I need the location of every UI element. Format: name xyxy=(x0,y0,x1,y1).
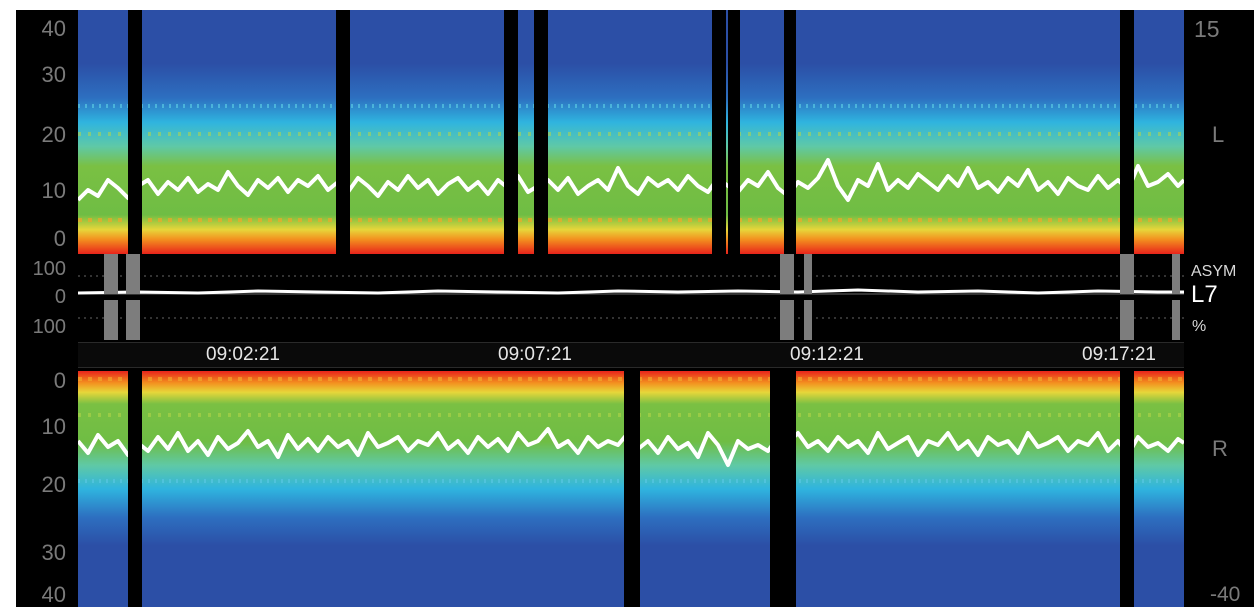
bottom-y-tick-20: 20 xyxy=(41,472,66,497)
top-channel-label: L xyxy=(1212,122,1225,147)
time-axis: 09:02:21 09:07:21 09:12:21 09:17:21 xyxy=(78,342,1184,368)
bottom-y-tick-40: 40 xyxy=(41,582,66,607)
asym-title: ASYM xyxy=(1191,263,1237,280)
asym-trend-line xyxy=(78,288,1184,295)
bottom-y-tick-30: 30 xyxy=(41,540,66,565)
bottom-channel-label: R xyxy=(1212,436,1228,461)
top-artifact-gaps xyxy=(128,10,1134,254)
asym-tick-bottom-100: 100 xyxy=(32,316,66,338)
top-trend-line xyxy=(78,158,1184,202)
top-y-tick-10: 10 xyxy=(41,178,66,203)
eeg-trend-display: 40 30 20 10 0 15 L xyxy=(16,10,1254,607)
top-speckle-layer xyxy=(78,104,1184,222)
asym-artifact-markers xyxy=(104,254,1180,340)
top-spectrogram xyxy=(78,10,1184,254)
bottom-y-tick-0: 0 xyxy=(53,368,66,393)
time-label-1: 09:02:21 xyxy=(206,344,280,365)
time-label-4: 09:17:21 xyxy=(1082,344,1156,365)
top-y-tick-40: 40 xyxy=(41,16,66,41)
asymmetry-panel xyxy=(78,254,1184,340)
asym-tick-top-100: 100 xyxy=(32,258,66,280)
top-y-tick-30: 30 xyxy=(41,62,66,87)
asym-unit-label: % xyxy=(1192,318,1207,335)
bottom-spectrogram xyxy=(78,371,1184,607)
bottom-scale-min-label: -40 xyxy=(1210,583,1241,606)
top-y-tick-0: 0 xyxy=(53,226,66,251)
top-scale-max-label: 15 xyxy=(1194,16,1220,42)
bottom-y-tick-10: 10 xyxy=(41,414,66,439)
bottom-artifact-gaps xyxy=(128,371,1134,607)
time-label-3: 09:12:21 xyxy=(790,344,864,365)
time-label-2: 09:07:21 xyxy=(498,344,572,365)
asym-tick-0: 0 xyxy=(54,286,66,308)
asym-channel-label: L7 xyxy=(1191,281,1218,308)
top-y-tick-20: 20 xyxy=(41,122,66,147)
